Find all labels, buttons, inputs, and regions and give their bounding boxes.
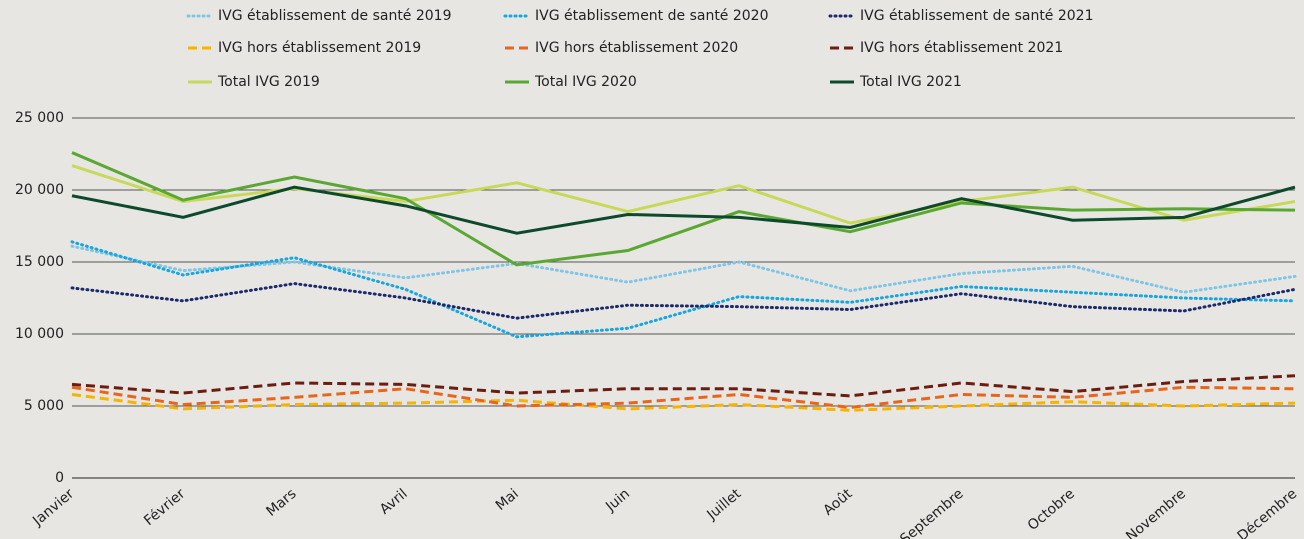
x-tick-label: Juillet bbox=[703, 486, 744, 524]
legend-label: IVG hors établissement 2019 bbox=[218, 40, 421, 56]
legend-label: IVG hors établissement 2020 bbox=[535, 40, 738, 56]
x-tick-label: Mars bbox=[263, 486, 299, 520]
series-line bbox=[71, 374, 1296, 398]
legend-label: Total IVG 2020 bbox=[534, 74, 637, 90]
series-line bbox=[71, 392, 1296, 412]
y-tick-label: 25 000 bbox=[15, 110, 64, 126]
legend-label: IVG établissement de santé 2020 bbox=[535, 8, 769, 24]
x-tick-label: Novembre bbox=[1123, 486, 1189, 539]
series-line bbox=[70, 244, 1297, 294]
y-tick-label: 15 000 bbox=[15, 254, 64, 270]
series-line bbox=[71, 185, 1296, 235]
legend-label: IVG établissement de santé 2019 bbox=[218, 8, 452, 24]
series-line bbox=[71, 385, 1296, 409]
series-line bbox=[70, 282, 1297, 320]
x-tick-label: Août bbox=[820, 486, 855, 519]
x-tick-label: Février bbox=[141, 486, 188, 529]
legend-label: Total IVG 2019 bbox=[217, 74, 320, 90]
y-tick-label: 20 000 bbox=[15, 182, 64, 198]
x-tick-label: Octobre bbox=[1025, 486, 1078, 534]
x-tick-label: Décembre bbox=[1234, 486, 1300, 539]
x-tick-label: Janvier bbox=[29, 486, 77, 530]
y-tick-label: 10 000 bbox=[15, 326, 64, 342]
series-line bbox=[71, 151, 1296, 267]
x-tick-label: Mai bbox=[493, 486, 522, 514]
legend-label: IVG hors établissement 2021 bbox=[860, 40, 1063, 56]
y-tick-label: 0 bbox=[55, 470, 64, 486]
x-tick-label: Juin bbox=[602, 486, 633, 515]
x-tick-label: Septembre bbox=[897, 486, 966, 539]
x-tick-label: Avril bbox=[377, 486, 411, 518]
legend-label: Total IVG 2021 bbox=[859, 74, 962, 90]
legend-label: IVG établissement de santé 2021 bbox=[860, 8, 1094, 24]
series-line bbox=[70, 240, 1297, 339]
y-tick-label: 5 000 bbox=[24, 398, 64, 414]
